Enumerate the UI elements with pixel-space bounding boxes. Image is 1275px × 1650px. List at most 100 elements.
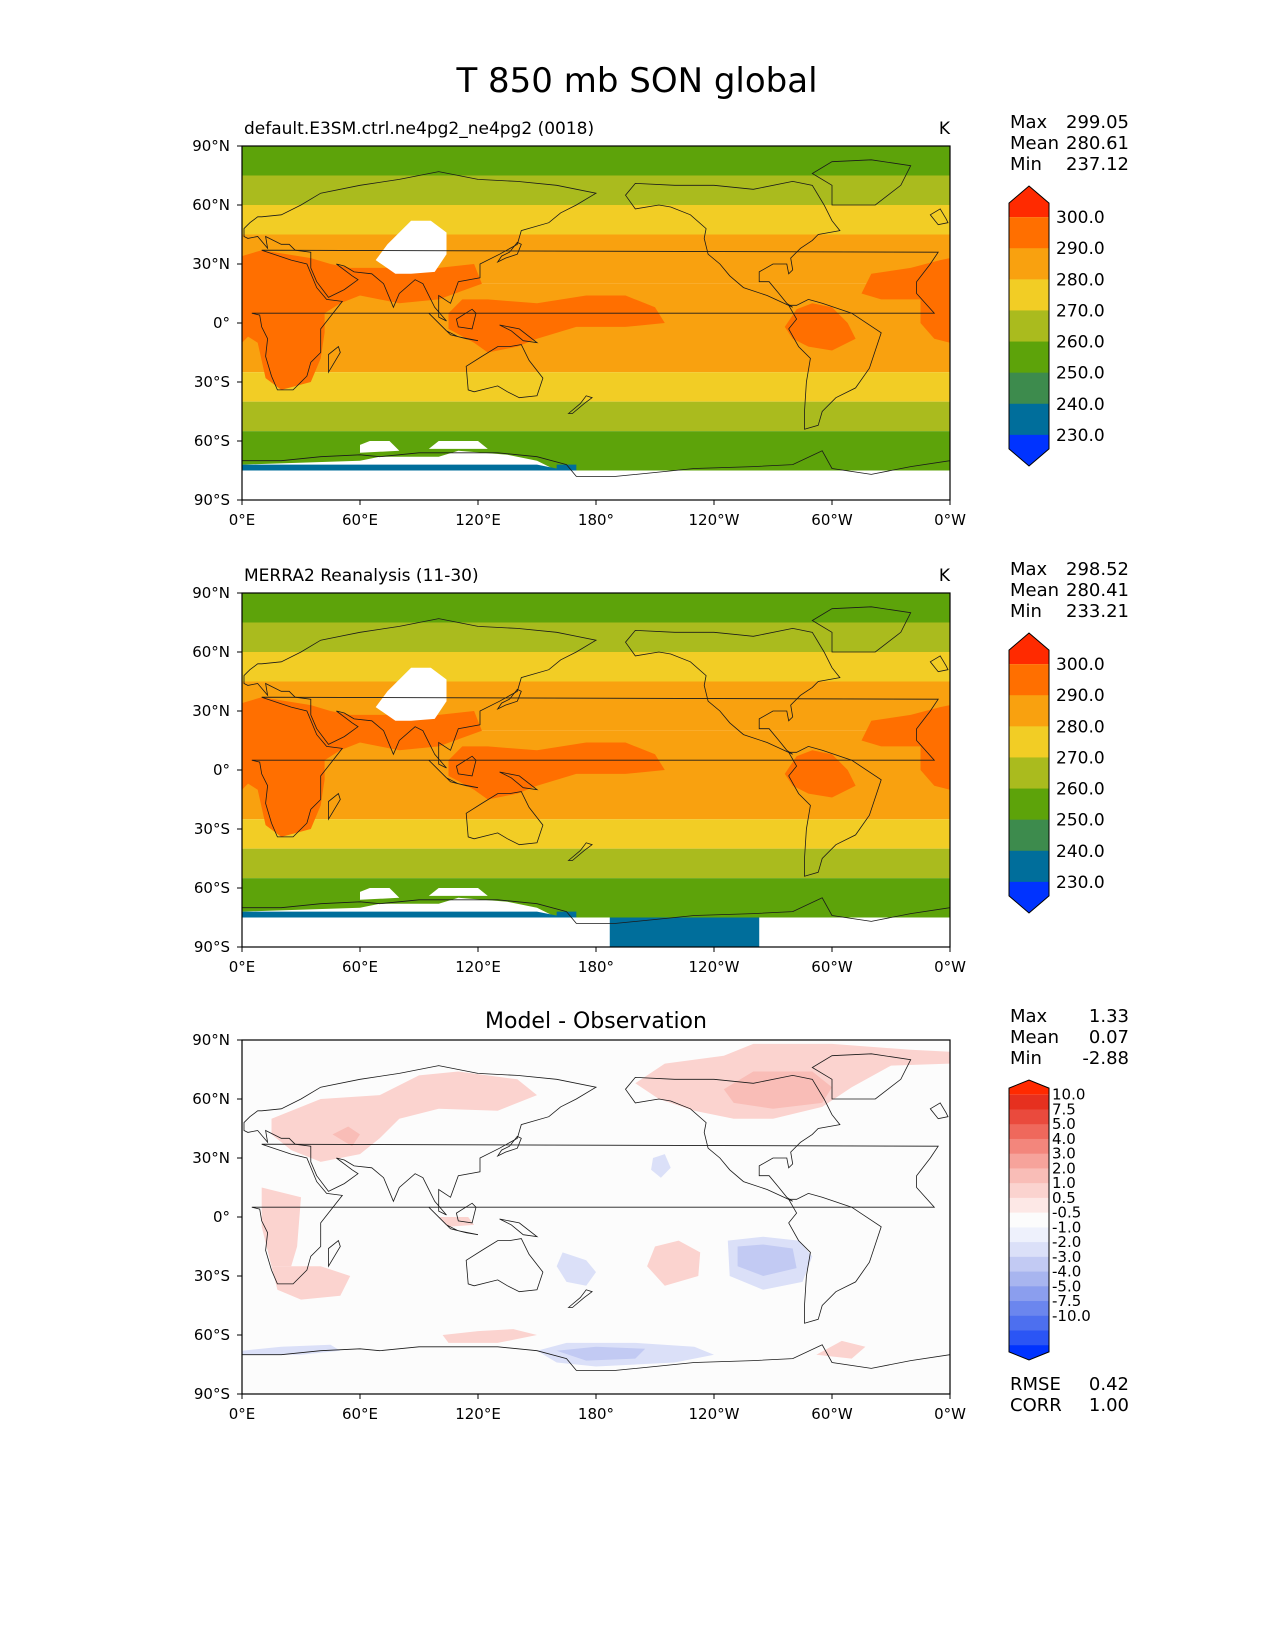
x-tick-label: 0°W bbox=[934, 1405, 966, 1423]
y-tick-label: 30°S bbox=[194, 820, 230, 838]
x-tick-label: 120°W bbox=[689, 511, 740, 529]
colorbar-label: 3.0 bbox=[1052, 1145, 1076, 1163]
colorbar-segment bbox=[1009, 1242, 1049, 1258]
warm-region-warm-pool bbox=[448, 742, 665, 800]
colorbar-label: 300.0 bbox=[1056, 208, 1105, 228]
colorbar-segment bbox=[1009, 1315, 1049, 1332]
figure-title: T 850 mb SON global bbox=[455, 61, 817, 101]
y-tick-label: 60°N bbox=[192, 196, 230, 214]
coastline bbox=[465, 344, 544, 399]
colorbar-outline bbox=[1008, 632, 1050, 914]
missing-data bbox=[242, 917, 950, 947]
coastline bbox=[328, 792, 341, 821]
y-tick-label: 30°S bbox=[194, 373, 230, 391]
coastline bbox=[243, 1065, 598, 1216]
x-tick-label: 0°E bbox=[229, 1405, 256, 1423]
colorbar-label: 230.0 bbox=[1056, 873, 1105, 893]
anomaly-negative bbox=[556, 1252, 596, 1286]
coastline bbox=[465, 1238, 544, 1293]
stat-label: Max bbox=[1010, 1006, 1048, 1027]
coastline bbox=[251, 696, 939, 838]
x-tick-label: 60°E bbox=[342, 958, 378, 976]
colorbar-label: 240.0 bbox=[1056, 395, 1105, 415]
x-tick-label: 0°E bbox=[229, 958, 256, 976]
map-panel: 0°E 60°E 120°E 180° 120°W 60°W 0°W 90°N 60°N 30°N… bbox=[192, 1006, 1129, 1423]
y-tick-label: 30°S bbox=[194, 1267, 230, 1285]
colorbar-label: 250.0 bbox=[1056, 364, 1105, 384]
colorbar-extend-top bbox=[1009, 633, 1049, 665]
colorbar-label: 230.0 bbox=[1056, 426, 1105, 446]
x-tick-label: 120°E bbox=[455, 958, 501, 976]
coastline bbox=[243, 618, 598, 769]
field bbox=[242, 593, 950, 947]
y-tick-label: 90°N bbox=[192, 137, 230, 155]
x-tick-label: 60°W bbox=[811, 1405, 853, 1423]
panel-title: Model - Observation bbox=[485, 1009, 707, 1034]
panels: 0°E 60°E 120°E 180° 120°W 60°W 0°W 90°N 60°N 30°N… bbox=[192, 112, 1129, 1423]
coastline bbox=[567, 1289, 593, 1308]
x-tick-label: 120°E bbox=[455, 1405, 501, 1423]
antarctic-missing bbox=[428, 888, 488, 896]
stat-label: RMSE bbox=[1010, 1374, 1061, 1395]
colorbar-segment bbox=[1009, 1286, 1049, 1302]
colorbar-extend-bottom bbox=[1009, 1345, 1049, 1360]
colorbar-extend-top bbox=[1009, 186, 1049, 218]
coastline bbox=[499, 1218, 539, 1238]
x-tick-label: 60°E bbox=[342, 1405, 378, 1423]
colorbar-segment bbox=[1009, 1271, 1049, 1287]
colorbar-outline bbox=[1008, 185, 1050, 467]
colorbar-label: -3.0 bbox=[1052, 1248, 1081, 1266]
colorbar-segment bbox=[1009, 1124, 1049, 1140]
anomaly-negative bbox=[242, 1344, 341, 1355]
y-tick-label: 0° bbox=[213, 761, 230, 779]
x-tick-label: 120°W bbox=[689, 1405, 740, 1423]
y-tick-label: 90°N bbox=[192, 584, 230, 602]
colorbar-label: 2.0 bbox=[1052, 1159, 1076, 1177]
colorbar-segment bbox=[1009, 850, 1049, 883]
anomaly-positive bbox=[647, 1240, 701, 1286]
colorbar-segment bbox=[1009, 788, 1049, 821]
colorbar-segment bbox=[1009, 1197, 1049, 1214]
stat-label: Max bbox=[1010, 559, 1048, 580]
colorbar: 300.0 290.0 280.0 270.0 260.0 250.0 240.0 230.0 bbox=[1008, 632, 1105, 914]
stat-value: 0.42 bbox=[1089, 1374, 1129, 1395]
coastline bbox=[788, 298, 882, 430]
coastline bbox=[496, 241, 522, 264]
stat-label: Max bbox=[1010, 112, 1048, 133]
temperature-band bbox=[242, 401, 950, 432]
colorbar-label: 270.0 bbox=[1056, 301, 1105, 321]
coastline bbox=[567, 395, 593, 414]
anomaly-positive bbox=[723, 1071, 832, 1109]
colorbar-segment bbox=[1009, 1094, 1049, 1110]
colorbar-label: 260.0 bbox=[1056, 780, 1105, 800]
stat-value: 280.61 bbox=[1066, 133, 1129, 154]
colorbar-segment bbox=[1009, 695, 1049, 727]
coastline bbox=[811, 159, 912, 206]
temperature-band bbox=[242, 175, 950, 205]
warm-region-edge bbox=[242, 323, 252, 343]
coastline bbox=[242, 897, 950, 947]
colorbar-label: 0.5 bbox=[1052, 1189, 1076, 1207]
coastline bbox=[929, 1102, 949, 1120]
coastline bbox=[428, 312, 479, 342]
warm-region-atlantic bbox=[861, 258, 950, 343]
colorbar-segment bbox=[1009, 279, 1049, 311]
anomaly-positive bbox=[438, 1217, 475, 1227]
colorbar-segment bbox=[1009, 726, 1049, 758]
y-tick-label: 30°N bbox=[192, 1149, 230, 1167]
colorbar-label: -4.0 bbox=[1052, 1263, 1081, 1281]
colorbar-segment bbox=[1009, 1153, 1049, 1169]
map-panel: 0°E 60°E 120°E 180° 120°W 60°W 0°W 90°N 60°N 30°N… bbox=[192, 112, 1129, 529]
colorbar-segment bbox=[1009, 403, 1049, 436]
coastline bbox=[251, 1143, 939, 1285]
y-tick-label: 0° bbox=[213, 1208, 230, 1226]
colorbar-segment bbox=[1009, 1212, 1049, 1228]
cold-band bbox=[242, 464, 567, 471]
coastline bbox=[428, 759, 479, 789]
x-tick-label: 120°E bbox=[455, 511, 501, 529]
warm-region-south-america bbox=[784, 750, 856, 798]
missing-data-tibet bbox=[375, 220, 447, 274]
colorbar-segment bbox=[1009, 341, 1049, 374]
stat-value: 233.21 bbox=[1066, 601, 1129, 622]
temperature-band bbox=[242, 372, 950, 402]
